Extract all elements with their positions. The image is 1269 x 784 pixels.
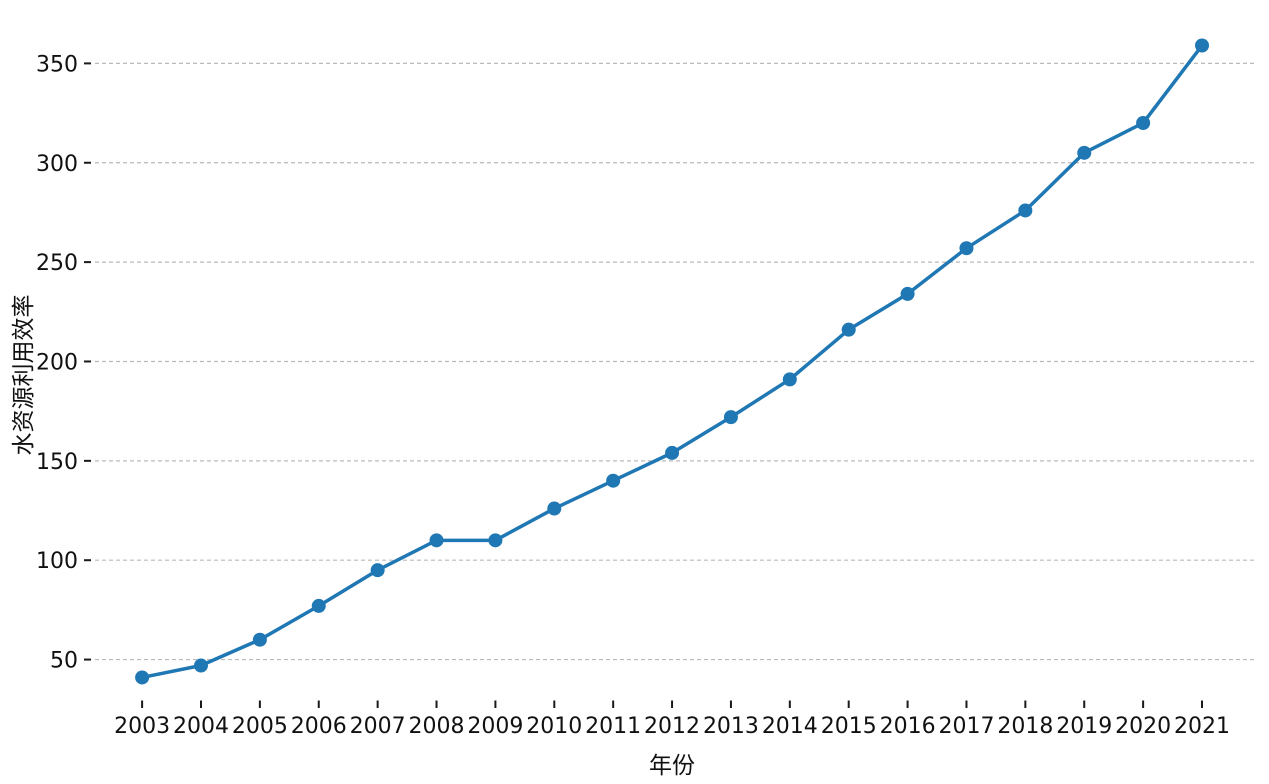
data-point (193, 658, 208, 673)
x-tick-label: 2010 (526, 714, 582, 739)
x-tick-label: 2020 (1115, 714, 1171, 739)
data-point (1018, 203, 1033, 218)
data-point (429, 533, 444, 548)
x-tick-label: 2015 (821, 714, 877, 739)
data-point (311, 598, 326, 613)
x-tick-label: 2011 (585, 714, 641, 739)
y-tick-label: 200 (36, 350, 78, 375)
x-axis-title: 年份 (649, 753, 695, 779)
data-point (547, 501, 562, 516)
y-tick-label: 300 (36, 152, 78, 177)
x-tick-label: 2014 (762, 714, 818, 739)
y-tick-label: 350 (36, 52, 78, 77)
data-point (782, 372, 797, 387)
data-point (665, 445, 680, 460)
x-tick-label: 2017 (938, 714, 994, 739)
y-tick-label: 50 (50, 649, 78, 674)
x-tick-label: 2016 (880, 714, 936, 739)
y-tick-label: 250 (36, 251, 78, 276)
data-point (841, 322, 856, 337)
x-tick-label: 2013 (703, 714, 759, 739)
data-point (1077, 145, 1092, 160)
x-tick-label: 2009 (467, 714, 523, 739)
data-point (488, 533, 503, 548)
x-tick-label: 2008 (409, 714, 465, 739)
data-point (1136, 116, 1151, 131)
data-point (1195, 38, 1210, 53)
data-point (723, 410, 738, 425)
y-tick-label: 100 (36, 549, 78, 574)
data-point (135, 670, 150, 685)
x-tick-label: 2007 (350, 714, 406, 739)
x-tick-label: 2006 (291, 714, 347, 739)
x-tick-label: 2018 (997, 714, 1053, 739)
data-point (606, 473, 621, 488)
data-point (959, 241, 974, 256)
x-tick-label: 2005 (232, 714, 288, 739)
x-tick-label: 2004 (173, 714, 229, 739)
x-tick-label: 2021 (1174, 714, 1230, 739)
x-tick-label: 2003 (114, 714, 170, 739)
y-tick-label: 150 (36, 450, 78, 475)
y-axis-title: 水资源利用效率 (11, 294, 37, 456)
x-tick-label: 2012 (644, 714, 700, 739)
data-point (900, 286, 915, 301)
data-point (252, 632, 267, 647)
data-point (370, 563, 385, 578)
x-tick-label: 2019 (1056, 714, 1112, 739)
